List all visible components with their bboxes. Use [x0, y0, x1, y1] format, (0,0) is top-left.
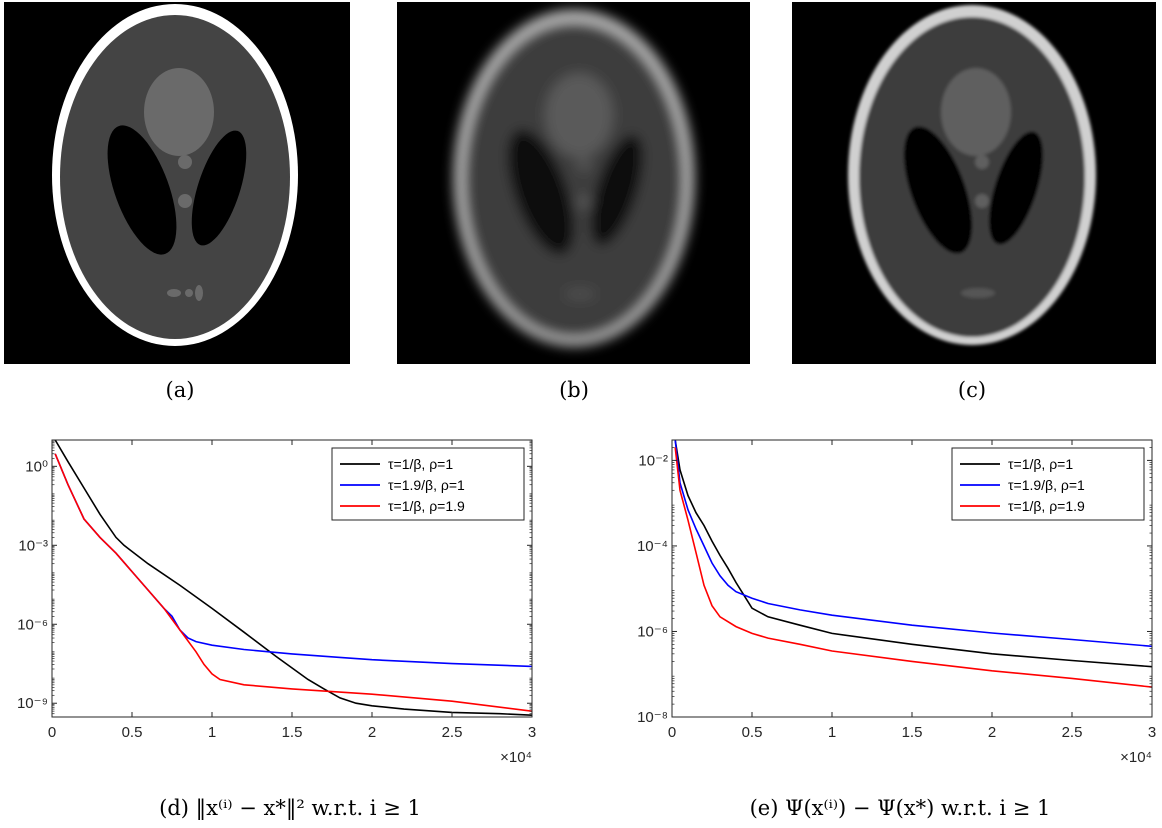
phantom-original-image: [4, 2, 350, 364]
chart-e-x-tick-label: 1.5: [902, 724, 923, 741]
chart-e-y-tick-label: 10⁻²: [638, 452, 668, 469]
chart-e-y-tick-label: 10⁻⁶: [637, 623, 668, 640]
chart-e-axes-box: [671, 439, 1153, 718]
chart-d-x-tick-label: 1: [208, 724, 216, 741]
chart-d-y-tick-label: 10⁻⁹: [17, 695, 48, 712]
chart-d-x-tick-label: 0.5: [122, 724, 143, 741]
chart-e-x-tick-label: 1: [828, 724, 836, 741]
chart-e-legend-label-3: τ=1/β, ρ=1.9: [1008, 498, 1085, 514]
caption-e: (e) Ψ(x⁽ⁱ⁾) − Ψ(x*) w.r.t. i ≥ 1: [749, 796, 1051, 820]
chart-e-x-tick-label: 2: [988, 724, 996, 741]
chart-e-x-tick-label: 2.5: [1062, 724, 1083, 741]
phantom-restored-image: [792, 2, 1156, 364]
caption-d: (d) ‖x⁽ⁱ⁾ − x*‖² w.r.t. i ≥ 1: [159, 796, 421, 820]
chart-e-group: 0 0.5 1 1.5 2 2.5 3 ×10⁴ 10⁻⁸ 10⁻⁶ 10⁻⁴ 10⁻² τ=1/β, …: [637, 439, 1156, 766]
chart-d-series-1-line: [54, 440, 532, 716]
chart-e-series-3-line: [674, 447, 1152, 688]
chart-d-legend-label-3: τ=1/β, ρ=1.9: [388, 498, 465, 514]
chart-d-y-tick-label: 10⁻⁶: [17, 616, 48, 633]
chart-d-y-tick-label: 10⁻³: [18, 537, 48, 554]
chart-d-x-tick-label: 0: [48, 724, 56, 741]
chart-e-x-tick-label: 3: [1148, 724, 1156, 741]
chart-d-group: 0 0.5 1 1.5 2 2.5 3 ×10⁴ 10⁻⁹ 10⁻⁶ 10⁻³ 10⁰ τ=1/β, ρ…: [17, 439, 536, 766]
chart-e-legend-label-2: τ=1.9/β, ρ=1: [1008, 477, 1085, 493]
chart-e-series-1-line: [674, 440, 1152, 668]
chart-e-y-tick-label: 10⁻⁸: [637, 709, 668, 726]
phantom-blurred-image: [397, 2, 750, 364]
caption-c: (c): [957, 378, 987, 402]
chart-d-x-tick-label: 1.5: [282, 724, 303, 741]
chart-d-series-3-line: [54, 453, 532, 712]
chart-e-legend-label-1: τ=1/β, ρ=1: [1008, 456, 1073, 472]
chart-d-legend-label-2: τ=1.9/β, ρ=1: [388, 477, 465, 493]
caption-b: (b): [559, 378, 589, 402]
chart-e-x-tick-label: 0.5: [742, 724, 763, 741]
chart-d-x-multiplier: ×10⁴: [500, 749, 532, 766]
chart-d-legend: [331, 447, 525, 521]
chart-e-x-multiplier: ×10⁴: [1120, 749, 1152, 766]
chart-e-x-tick-label: 0: [668, 724, 676, 741]
chart-d-x-tick-label: 2.5: [442, 724, 463, 741]
chart-d-axes-box: [51, 439, 533, 718]
caption-a: (a): [165, 378, 195, 402]
chart-d-y-tick-label: 10⁰: [25, 458, 48, 475]
chart-d-legend-label-1: τ=1/β, ρ=1: [388, 456, 453, 472]
chart-e-y-tick-label: 10⁻⁴: [637, 538, 668, 555]
chart-d-x-tick-label: 3: [528, 724, 536, 741]
chart-d-x-tick-label: 2: [368, 724, 376, 741]
chart-e-legend: [951, 447, 1145, 521]
chart-e-series-2-line: [674, 440, 1152, 648]
chart-d-series-2-line: [54, 453, 532, 668]
